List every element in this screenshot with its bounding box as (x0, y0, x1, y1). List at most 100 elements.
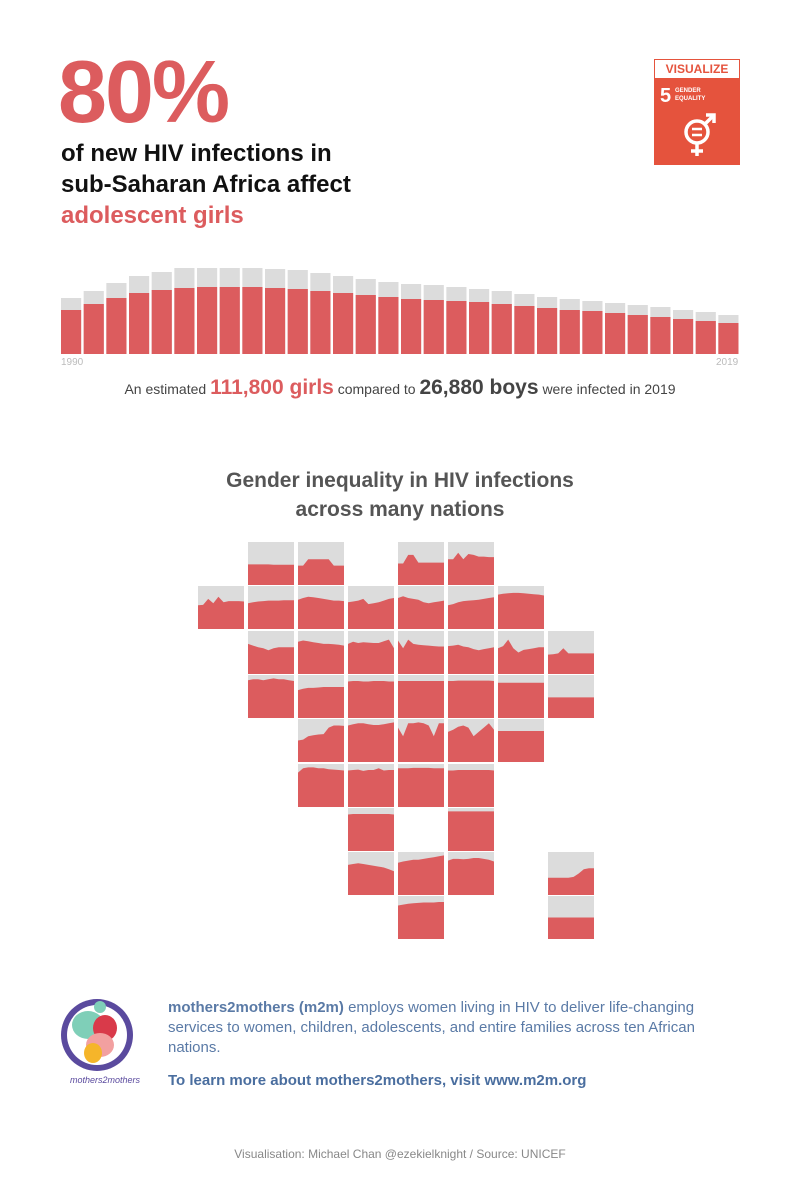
bar-girls-2015 (627, 315, 648, 354)
tile-total-area (348, 719, 394, 763)
bar-girls-2017 (673, 319, 694, 354)
tile-total-area (448, 719, 494, 763)
country-tile (398, 542, 444, 585)
footer-credit: Visualisation: Michael Chan @ezekielknig… (234, 1147, 566, 1161)
tile-total-area (448, 852, 494, 896)
bar-girls-1994 (151, 290, 172, 354)
tile-girls-area (348, 680, 394, 718)
country-tile (548, 852, 594, 896)
country-tile (298, 630, 344, 674)
bar-girls-1995 (174, 288, 195, 354)
tile-total-area (448, 586, 494, 630)
country-tile (398, 586, 444, 630)
tile-total-area (498, 586, 544, 630)
country-tile (298, 674, 344, 718)
m2m-name: mothers2mothers (m2m) (168, 999, 344, 1016)
tile-girls-area (298, 725, 344, 763)
tile-total-area (298, 542, 344, 585)
tile-total-area (348, 674, 394, 718)
tile-total-area (348, 630, 394, 674)
tile-girls-area (448, 811, 494, 851)
sdg-goal-text-1: GENDER (675, 88, 701, 94)
tile-total-area (448, 630, 494, 674)
tile-total-area (398, 896, 444, 940)
country-tile (248, 586, 294, 630)
tile-girls-area (298, 686, 344, 718)
tile-total-area (398, 586, 444, 630)
country-tile (348, 674, 394, 718)
tile-girls-area (398, 554, 444, 585)
m2m-logo-icon[interactable]: mothers2mothers (60, 995, 150, 1090)
tile-girls-area (248, 643, 294, 674)
bar-girls-1998 (242, 287, 263, 354)
country-tile (448, 542, 494, 585)
bar-girls-1991 (83, 304, 104, 354)
country-tile (498, 719, 544, 763)
country-tile (248, 542, 294, 585)
country-tile (548, 896, 594, 940)
stat-boys-value: 26,880 boys (419, 376, 539, 399)
bar-girls-2018 (695, 321, 716, 354)
infections-bar-chart (61, 268, 739, 354)
tile-girls-area (298, 559, 344, 585)
tile-total-area (298, 630, 344, 674)
country-tile (398, 719, 444, 763)
bar-girls-2010 (514, 306, 535, 354)
tile-total-area (548, 630, 594, 674)
tile-girls-area (398, 767, 444, 807)
country-tile (298, 719, 344, 763)
tile-total-area (248, 630, 294, 674)
tile-total-area (548, 896, 594, 940)
bar-girls-2012 (559, 310, 580, 354)
tile-total-area (548, 852, 594, 896)
tile-total-area (348, 763, 394, 807)
country-tile (498, 674, 544, 718)
bar-girls-2009 (491, 304, 512, 354)
tile-girls-area (298, 766, 344, 807)
tile-total-area (498, 674, 544, 718)
tile-girls-area (548, 697, 594, 718)
bar-girls-1993 (129, 293, 150, 354)
tile-total-area (398, 542, 444, 585)
tile-girls-area (198, 597, 244, 630)
country-tile (398, 896, 444, 940)
country-tile (398, 674, 444, 718)
bar-girls-2011 (537, 308, 558, 354)
country-tile (298, 542, 344, 585)
tile-total-area (448, 542, 494, 585)
sdg-badge[interactable]: VISUALIZE 5 GENDER EQUALITY (654, 59, 740, 165)
bar-girls-2016 (650, 317, 671, 354)
m2m-link[interactable]: To learn more about mothers2mothers, vis… (168, 1072, 587, 1089)
headline-text: of new HIV infections in sub-Saharan Afr… (61, 138, 441, 231)
tile-total-area (448, 674, 494, 718)
tile-total-area (498, 630, 544, 674)
country-tile (448, 763, 494, 807)
bar-girls-2019 (718, 323, 739, 354)
axis-label-end: 2019 (716, 357, 739, 368)
tile-total-area (398, 674, 444, 718)
sdg-visualize-label: VISUALIZE (654, 59, 740, 79)
country-tile (398, 852, 444, 896)
map-title: Gender inequality in HIV infections acro… (0, 466, 800, 524)
country-tile (348, 719, 394, 763)
bar-girls-2000 (287, 289, 308, 354)
tile-girls-area (448, 769, 494, 807)
bar-girls-2004 (378, 297, 399, 354)
tile-girls-area (448, 597, 494, 630)
bar-girls-2003 (355, 295, 376, 354)
tile-total-area (498, 719, 544, 763)
country-tile (298, 763, 344, 807)
country-tile (548, 630, 594, 674)
tile-total-area (348, 807, 394, 851)
country-tile (448, 586, 494, 630)
country-tile (348, 630, 394, 674)
m2m-logo-text: mothers2mothers (70, 1075, 141, 1085)
country-tile (498, 630, 544, 674)
bar-girls-1997 (219, 287, 240, 354)
country-tile (548, 674, 594, 718)
m2m-description-text: employs women living in HIV to deliver l… (168, 999, 695, 1056)
tile-girls-area (448, 680, 494, 718)
bar-girls-2008 (469, 302, 490, 354)
bar-girls-2013 (582, 311, 603, 354)
bar-girls-2001 (310, 291, 331, 354)
